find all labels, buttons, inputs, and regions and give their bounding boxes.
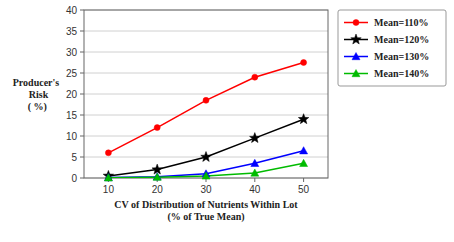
legend-label: Mean=120% bbox=[374, 34, 429, 45]
grid bbox=[84, 10, 328, 178]
legend-symbol bbox=[344, 70, 368, 77]
legend-symbol bbox=[344, 34, 368, 44]
y-tick bbox=[80, 31, 84, 32]
y-tick-label: 40 bbox=[66, 5, 78, 16]
legend-marker bbox=[351, 34, 361, 44]
legend-marker bbox=[352, 53, 360, 60]
y-axis-label: Producer's Risk ( %) bbox=[13, 77, 60, 113]
legend-label: Mean=110% bbox=[374, 17, 429, 28]
x-tick bbox=[254, 178, 255, 182]
legend-label: Mean=130% bbox=[374, 51, 429, 62]
x-tick-label: 50 bbox=[298, 184, 310, 195]
x-tick bbox=[303, 178, 304, 182]
point-marker bbox=[250, 133, 260, 143]
plot-background bbox=[84, 10, 328, 178]
legend: Mean=110% Mean=120% Mean=130% Mean=140% bbox=[338, 10, 446, 86]
legend-box bbox=[338, 10, 446, 86]
grid-line bbox=[84, 115, 328, 116]
point-marker bbox=[251, 169, 259, 176]
point-marker bbox=[105, 150, 111, 156]
y-tick-label: 25 bbox=[66, 68, 78, 79]
grid-line bbox=[84, 94, 328, 95]
point-marker bbox=[153, 173, 161, 180]
chart: 0 5 10 15 20 25 30 35 40 10 20 30 40 50CV of Distribu… bbox=[0, 0, 454, 242]
point-marker bbox=[154, 125, 160, 131]
point-marker bbox=[251, 159, 259, 166]
plot-frame bbox=[84, 10, 328, 178]
point-marker bbox=[103, 170, 113, 180]
legend-marker bbox=[353, 20, 359, 26]
point-marker bbox=[153, 173, 161, 180]
point-marker bbox=[301, 60, 307, 66]
x-tick-label: 40 bbox=[249, 184, 261, 195]
series-line bbox=[108, 63, 303, 153]
series-line bbox=[108, 119, 303, 176]
y-tick-label: 10 bbox=[66, 131, 78, 142]
point-marker bbox=[300, 159, 308, 166]
point-marker bbox=[298, 114, 308, 124]
y-tick-label: 15 bbox=[66, 110, 78, 121]
y-tick-label: 35 bbox=[66, 26, 78, 37]
y-tick bbox=[80, 10, 84, 11]
y-tick-label: 5 bbox=[71, 152, 77, 163]
grid-line bbox=[84, 31, 328, 32]
point-marker bbox=[202, 172, 210, 179]
legend-symbol bbox=[344, 20, 368, 26]
lines bbox=[108, 63, 303, 178]
legend-symbol bbox=[344, 53, 368, 60]
legend-label: Mean=140% bbox=[374, 68, 429, 79]
x-tick-label: 20 bbox=[152, 184, 164, 195]
point-marker bbox=[104, 174, 112, 181]
y-tick bbox=[80, 115, 84, 116]
point-marker bbox=[252, 74, 258, 80]
point-marker bbox=[104, 174, 112, 181]
grid-line bbox=[84, 136, 328, 137]
legend-marker bbox=[352, 70, 360, 77]
grid-line bbox=[84, 73, 328, 74]
y-tick-label: 20 bbox=[66, 89, 78, 100]
y-tick-label: 0 bbox=[71, 173, 77, 184]
y-tick bbox=[80, 73, 84, 74]
point-marker bbox=[300, 147, 308, 154]
point-marker bbox=[201, 152, 211, 162]
y-tick bbox=[80, 178, 84, 179]
y-tick bbox=[80, 136, 84, 137]
x-tick-label: 30 bbox=[200, 184, 212, 195]
y-tick bbox=[80, 94, 84, 95]
y-tick bbox=[80, 52, 84, 53]
y-tick-label: 30 bbox=[66, 47, 78, 58]
point-marker bbox=[203, 97, 209, 103]
grid-line bbox=[84, 52, 328, 53]
x-axis-label: CV of Distribution of Nutrients Within L… bbox=[114, 199, 298, 223]
markers bbox=[103, 60, 309, 181]
y-tick bbox=[80, 157, 84, 158]
x-tick-label: 10 bbox=[103, 184, 115, 195]
